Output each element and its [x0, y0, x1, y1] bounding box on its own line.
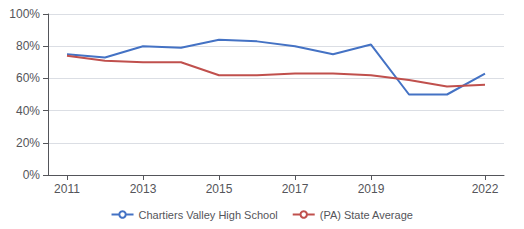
svg-text:100%: 100%	[9, 7, 40, 21]
svg-text:2017: 2017	[282, 182, 309, 196]
svg-text:0%: 0%	[23, 168, 41, 182]
svg-text:2015: 2015	[206, 182, 233, 196]
svg-text:(PA) State Average: (PA) State Average	[320, 209, 413, 221]
svg-text:2019: 2019	[358, 182, 385, 196]
svg-text:2013: 2013	[130, 182, 157, 196]
svg-text:2011: 2011	[54, 182, 80, 196]
svg-text:40%: 40%	[16, 104, 40, 118]
svg-text:20%: 20%	[16, 136, 40, 150]
svg-text:60%: 60%	[16, 71, 40, 85]
svg-text:Chartiers Valley High School: Chartiers Valley High School	[139, 209, 278, 221]
svg-text:80%: 80%	[16, 39, 40, 53]
svg-text:2022: 2022	[472, 182, 499, 196]
